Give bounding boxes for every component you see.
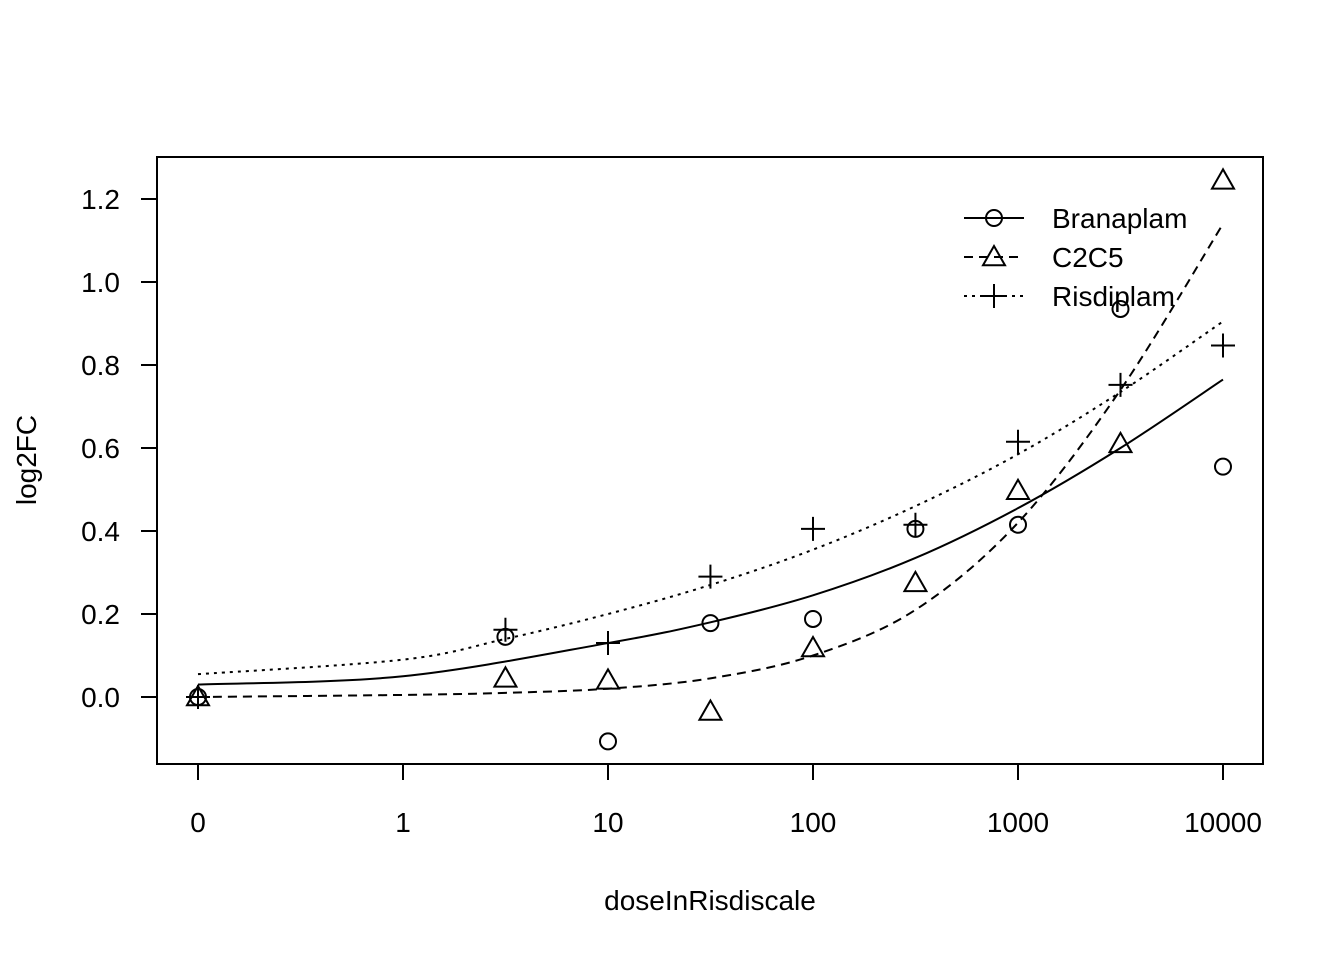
point-risdiplam	[493, 617, 518, 642]
legend-marker-risdiplam	[982, 284, 1006, 308]
point-branaplam	[1214, 457, 1232, 476]
legend: Branaplam C2C5 Risdiplam	[964, 203, 1187, 312]
y-tick-label: 0.2	[81, 599, 120, 630]
fit-lines	[197, 223, 1224, 698]
x-tick-label: 10000	[1184, 807, 1262, 838]
point-c2c5	[1107, 430, 1134, 454]
legend-marker-c2c5	[981, 243, 1007, 267]
point-c2c5	[902, 569, 929, 593]
x-axis-label: doseInRisdiscale	[604, 885, 816, 916]
point-c2c5	[800, 635, 826, 658]
point-branaplam	[1111, 299, 1130, 318]
y-tick-label: 0.6	[81, 433, 120, 464]
legend-marker-branaplam	[985, 209, 1003, 227]
point-branaplam	[599, 732, 617, 751]
point-risdiplam	[801, 516, 825, 541]
point-c2c5	[595, 667, 621, 690]
point-risdiplam	[903, 512, 928, 537]
y-tick-label: 0.0	[81, 682, 120, 713]
point-branaplam	[701, 614, 720, 633]
point-c2c5	[1210, 167, 1236, 190]
x-tick-label: 100	[790, 807, 837, 838]
y-tick-label: 1.0	[81, 267, 120, 298]
fit-line-branaplam	[197, 378, 1224, 686]
point-c2c5	[492, 665, 519, 688]
legend-label-c2c5: C2C5	[1052, 242, 1124, 273]
y-axis-label: log2FC	[11, 415, 42, 505]
point-risdiplam	[186, 685, 210, 709]
point-risdiplam	[1108, 372, 1133, 397]
x-axis: 0 1 10 100 1000 10000	[190, 763, 1262, 838]
point-risdiplam	[1006, 429, 1030, 454]
point-risdiplam	[698, 564, 723, 589]
point-c2c5	[697, 698, 724, 721]
x-tick-label: 10	[592, 807, 623, 838]
data-points	[185, 167, 1236, 751]
fit-line-c2c5	[197, 223, 1224, 698]
y-tick-label: 0.4	[81, 516, 120, 547]
x-tick-label: 0	[190, 807, 206, 838]
legend-label-risdiplam: Risdiplam	[1052, 281, 1175, 312]
x-tick-label: 1000	[987, 807, 1049, 838]
point-c2c5	[1005, 477, 1031, 500]
point-risdiplam	[596, 631, 620, 656]
fit-line-risdiplam	[197, 320, 1224, 676]
y-axis: 0.0 0.2 0.4 0.6 0.8 1.0 1.2	[81, 184, 158, 713]
y-tick-label: 1.2	[81, 184, 120, 215]
point-risdiplam	[1211, 333, 1235, 358]
x-tick-label: 1	[395, 807, 411, 838]
point-branaplam	[1009, 515, 1027, 534]
point-branaplam	[804, 609, 822, 628]
y-tick-label: 0.8	[81, 350, 120, 381]
legend-label-branaplam: Branaplam	[1052, 203, 1187, 234]
